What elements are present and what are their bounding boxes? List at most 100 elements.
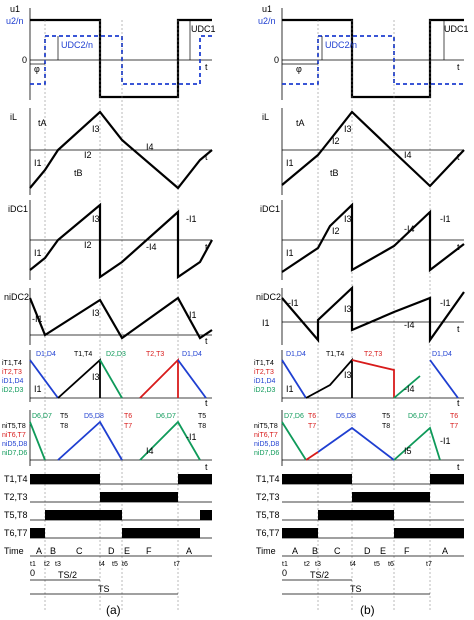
ann-b6-d67: D6,D7 <box>408 413 428 420</box>
ann-phi-b: φ <box>296 64 302 74</box>
label-it14-b: iT1,T4 <box>254 360 274 367</box>
interval-c-a: C <box>76 546 83 556</box>
interval-a-a: A <box>36 546 42 556</box>
ann-a6-d58: D5,D8 <box>84 413 104 420</box>
zero-label-b: 0 <box>282 568 287 578</box>
ann-udc1: UDC1 <box>191 24 216 34</box>
tick-t2-a: t2 <box>44 561 50 568</box>
ann-i1-b: I1 <box>286 158 294 168</box>
row-nidc2-a: niDC2 -I1 I3 -I1 t <box>4 288 213 346</box>
ann-tb-b: tB <box>330 168 339 178</box>
ann-tb: tB <box>74 168 83 178</box>
label-nidc2-b: niDC2 <box>256 292 281 302</box>
label-it23: iT2,T3 <box>2 369 22 376</box>
interval-e-b: E <box>380 546 386 556</box>
ann-b5-d14b: D1,D4 <box>432 351 452 358</box>
ann-udc2: UDC2/n <box>61 40 93 50</box>
ann-idc1-i3: I3 <box>92 214 100 224</box>
ann-b6-t8: T8 <box>382 423 390 430</box>
label-nit58: niT5,T8 <box>2 423 26 430</box>
ann-a6-t: t <box>205 462 208 472</box>
switch-label-t67-a: T6,T7 <box>4 528 28 538</box>
ann-a6-t7: T7 <box>124 423 132 430</box>
tick-t4-b: t4 <box>350 561 356 568</box>
ann-b6-d76: D7,D6 <box>284 413 304 420</box>
switch-label-t14-b: T1,T4 <box>256 474 280 484</box>
ann-b5-i1: I1 <box>286 384 294 394</box>
label-u2n: u2/n <box>6 16 24 26</box>
ann-nidc2-m1b: -I1 <box>186 310 197 320</box>
ann-a6-m1: -I1 <box>186 432 197 442</box>
label-it23-b: iT2,T3 <box>254 369 274 376</box>
time-label-b: Time <box>256 546 276 556</box>
ann-b4-m1: -I1 <box>288 298 299 308</box>
label-id14: iD1,D4 <box>2 378 24 385</box>
label-id23: iD2,D3 <box>2 387 24 394</box>
tick-t3-b: t3 <box>315 561 321 568</box>
ann-idc1-i1: I1 <box>34 248 42 258</box>
interval-c-b: C <box>334 546 341 556</box>
ann-b5-i3: I3 <box>344 370 352 380</box>
interval-d-a: D <box>108 546 115 556</box>
tick-t7-a: t7 <box>174 561 180 568</box>
ann-idc1-m4: -I4 <box>146 242 157 252</box>
ann-i4: I4 <box>146 142 154 152</box>
ann-b5-t: t <box>457 398 460 408</box>
ann-b5-d14: D1,D4 <box>286 351 306 358</box>
ann-b3-i3: I3 <box>344 214 352 224</box>
ann-a-d23: D2,D3 <box>106 351 126 358</box>
ann-b6-i5: I5 <box>404 446 412 456</box>
label-it14: iT1,T4 <box>2 360 22 367</box>
ann-a-i3: I3 <box>92 372 100 382</box>
tick-t3-a: t3 <box>55 561 61 568</box>
switch-label-t14-a: T1,T4 <box>4 474 28 484</box>
interval-b-a: B <box>50 546 56 556</box>
ann-a-i1: I1 <box>34 384 42 394</box>
label-nit67: niT6,T7 <box>2 432 26 439</box>
row-voltage-a: u1 u2/n UDC1 UDC2/n φ t 0 <box>6 4 216 610</box>
ann-b3-m1: -I1 <box>440 214 451 224</box>
tick-t4-a: t4 <box>99 561 105 568</box>
ann-ta: tA <box>38 118 47 128</box>
ts-a: TS <box>98 584 110 594</box>
label-i1-b: I1 <box>262 318 270 328</box>
ann-idc1-m1: -I1 <box>186 214 197 224</box>
row-primary-devices-b: iT1,T4 iT2,T3 iD1,D4 iD2,D3 D1,D4 T1,T4 … <box>254 350 464 408</box>
panel-b: u1 u2/n UDC1 UDC2/n φ t 0 iL tA I3 I1 I2… <box>254 4 469 617</box>
label-nid58-b: niD5,D8 <box>254 441 279 448</box>
time-label-a: Time <box>4 546 24 556</box>
switch-label-t58-a: T5,T8 <box>4 510 28 520</box>
ann-zero-b: 0 <box>274 55 279 65</box>
row-il-a: iL tA I3 I1 I2 I4 tB t <box>10 108 213 195</box>
row-nidc2-b: niDC2 I1 -I1 I3 -I1 -I4 t <box>256 285 465 345</box>
ann-b6-t6: T6 <box>308 413 316 420</box>
ann-idc1-i2: I2 <box>84 240 92 250</box>
ann-a-t-row5: t <box>205 398 208 408</box>
tick-t5-b: t5 <box>374 561 380 568</box>
ann-b5-t14: T1,T4 <box>326 351 344 358</box>
row-il-b: iL tA I3 I1 I2 I4 tB t <box>262 108 465 195</box>
interval-e-a: E <box>124 546 130 556</box>
ann-b4-m1b: -I1 <box>440 298 451 308</box>
ann-b6-m1: -I1 <box>440 436 451 446</box>
ann-t: t <box>205 62 208 72</box>
interval-a2-b: A <box>442 546 448 556</box>
caption-a: (a) <box>106 603 121 617</box>
label-idc1-b: iDC1 <box>260 204 280 214</box>
tick-t7-b: t7 <box>426 561 432 568</box>
ann-ta-b: tA <box>296 118 305 128</box>
interval-f-b: F <box>404 546 410 556</box>
ann-zero: 0 <box>22 55 27 65</box>
label-il: iL <box>10 112 17 122</box>
ann-idc1-t: t <box>205 242 208 252</box>
ann-b4-m4: -I4 <box>404 320 415 330</box>
ann-t-b: t <box>457 62 460 72</box>
ann-nidc2-t: t <box>205 336 208 346</box>
ann-b3-m4: -I4 <box>404 224 415 234</box>
label-u2n-b: u2/n <box>258 16 276 26</box>
switch-rows-a: T1,T4 T2,T3 T5,T8 T6,T7 <box>4 474 212 539</box>
time-row-b: Time A B C D E F A t1 t2 t3 t4 t5 t6 t7 … <box>256 546 464 617</box>
ann-b6-t5: T5 <box>382 413 390 420</box>
tick-t1-a: t1 <box>30 561 36 568</box>
label-id14-b: iD1,D4 <box>254 378 276 385</box>
